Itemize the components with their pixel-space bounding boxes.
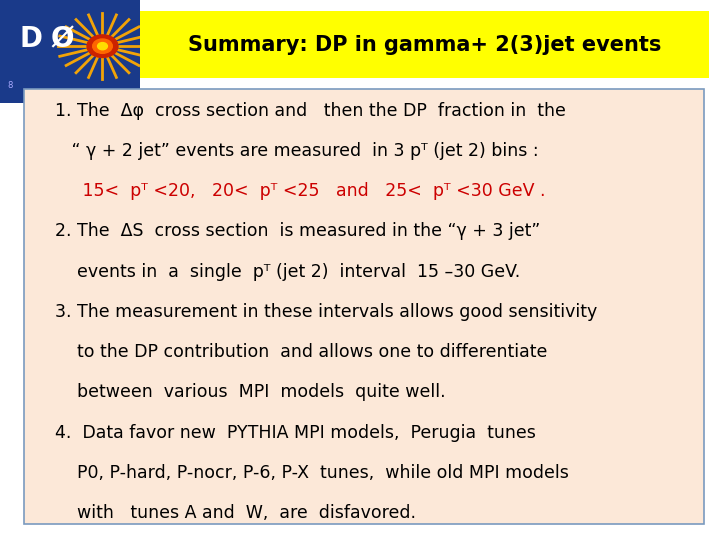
- Text: between  various  MPI  models  quite well.: between various MPI models quite well.: [55, 383, 445, 401]
- Text: events in  a  single  pᵀ (jet 2)  interval  15 –30 GeV.: events in a single pᵀ (jet 2) interval 1…: [55, 262, 520, 281]
- Circle shape: [93, 39, 112, 53]
- Circle shape: [87, 35, 118, 57]
- Text: “ γ + 2 jet” events are measured  in 3 pᵀ (jet 2) bins :: “ γ + 2 jet” events are measured in 3 pᵀ…: [55, 142, 538, 160]
- Text: Ø: Ø: [50, 25, 73, 53]
- FancyBboxPatch shape: [24, 89, 704, 524]
- Text: to the DP contribution  and allows one to differentiate: to the DP contribution and allows one to…: [55, 343, 547, 361]
- Text: 4.  Data favor new  PYTHIA MPI models,  Perugia  tunes: 4. Data favor new PYTHIA MPI models, Per…: [55, 424, 536, 442]
- Text: Summary: DP in gamma+ 2(3)jet events: Summary: DP in gamma+ 2(3)jet events: [188, 35, 662, 55]
- Text: P0, P-hard, P-nocr, P-6, P-X  tunes,  while old MPI models: P0, P-hard, P-nocr, P-6, P-X tunes, whil…: [55, 464, 568, 482]
- Text: 8: 8: [7, 82, 12, 90]
- Text: 3. The measurement in these intervals allows good sensitivity: 3. The measurement in these intervals al…: [55, 303, 597, 321]
- Text: 15<  pᵀ <20,   20<  pᵀ <25   and   25<  pᵀ <30 GeV .: 15< pᵀ <20, 20< pᵀ <25 and 25< pᵀ <30 Ge…: [55, 182, 545, 200]
- Circle shape: [98, 43, 107, 50]
- Text: 1. The  Δφ  cross section and   then the DP  fraction in  the: 1. The Δφ cross section and then the DP …: [55, 102, 565, 119]
- Text: with   tunes A and  W,  are  disfavored.: with tunes A and W, are disfavored.: [55, 504, 415, 522]
- Text: 2. The  ΔS  cross section  is measured in the “γ + 3 jet”: 2. The ΔS cross section is measured in t…: [55, 222, 540, 240]
- Text: D: D: [19, 25, 42, 53]
